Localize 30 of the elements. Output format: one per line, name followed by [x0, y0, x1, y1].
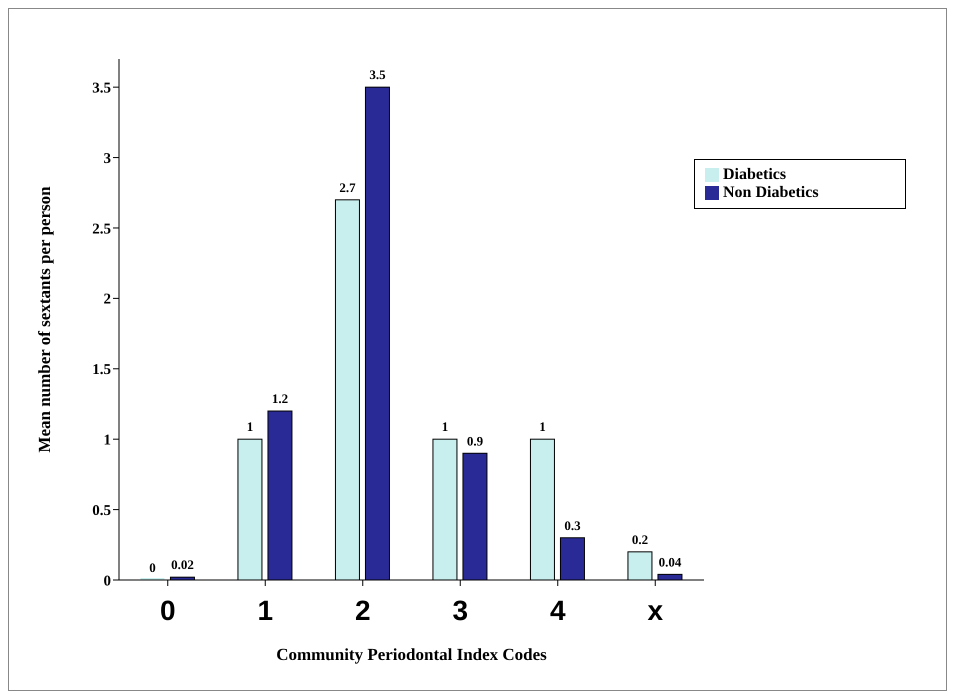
y-tick-label: 3 — [104, 150, 111, 167]
data-label: 3.5 — [369, 67, 386, 82]
data-label: 0.02 — [171, 557, 194, 572]
data-label: 1 — [442, 419, 448, 434]
x-tick-label: 2 — [354, 594, 371, 626]
y-tick-label: 1 — [104, 432, 111, 449]
legend-label: Diabetics — [723, 166, 786, 183]
data-label: 0.9 — [466, 433, 484, 448]
x-tick-label: 3 — [452, 594, 468, 626]
y-tick-label: 2 — [104, 292, 111, 308]
y-tick-label: 1.5 — [92, 362, 111, 378]
data-label: 2.7 — [339, 180, 356, 195]
data-label: 0.3 — [564, 518, 582, 533]
legend-label: Non Diabetics — [723, 184, 819, 201]
x-axis-title: Community Periodontal Index Codes — [276, 645, 548, 664]
x-tick-label: x — [647, 594, 664, 626]
y-tick-label: 3.5 — [92, 80, 111, 96]
y-tick-label: 0 — [104, 573, 111, 590]
x-tick-label: 1 — [257, 594, 274, 626]
y-axis-title: Mean number of sextants per person — [35, 186, 54, 453]
y-tick-label: 0.5 — [92, 502, 111, 519]
x-tick-label: 0 — [160, 594, 176, 626]
data-label: 1 — [246, 419, 254, 434]
data-label: 0 — [149, 560, 156, 575]
data-label: 0.2 — [632, 532, 648, 547]
data-label: 0.04 — [658, 554, 682, 570]
y-tick-label: 2.5 — [92, 221, 111, 238]
data-label: 1 — [539, 419, 546, 434]
data-label: 1.2 — [272, 391, 288, 406]
x-tick-label: 4 — [550, 594, 566, 626]
